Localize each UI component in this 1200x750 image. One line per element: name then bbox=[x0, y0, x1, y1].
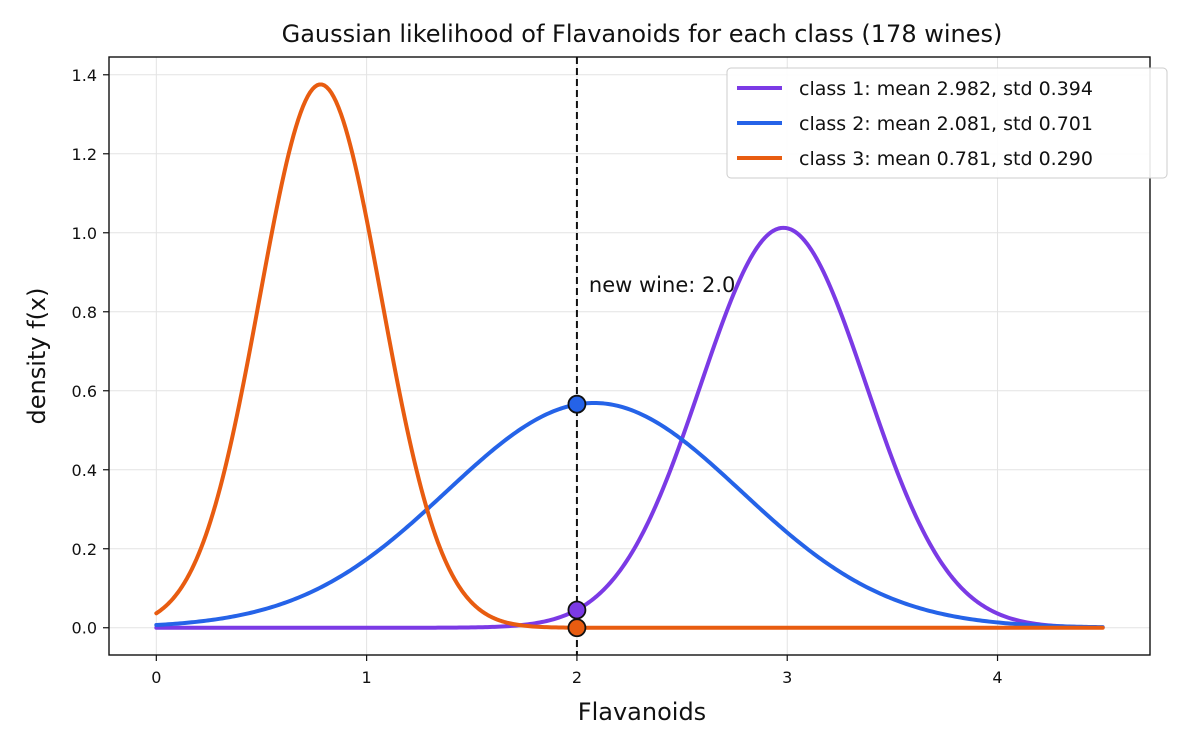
series-line-class-3 bbox=[154, 82, 1105, 630]
plot-frame bbox=[108, 56, 1151, 656]
y-tick-label: 1.0 bbox=[72, 224, 97, 243]
chart-title: Gaussian likelihood of Flavanoids for ea… bbox=[282, 20, 1003, 48]
plot-clip-group bbox=[154, 82, 1105, 630]
intersection-point-class-1 bbox=[567, 600, 587, 620]
legend-label-class-3: class 3: mean 0.781, std 0.290 bbox=[799, 148, 1093, 170]
axis-ticks: 0 1 2 3 4 0.0 0.2 0.4 0.6 0.8 1.0 1.2 1.4 bbox=[72, 66, 1003, 687]
legend-box bbox=[726, 67, 1168, 179]
intersection-point-class-2 bbox=[567, 394, 587, 414]
x-tick-label: 2 bbox=[572, 668, 582, 687]
series-line-class-1 bbox=[154, 225, 1105, 630]
curves bbox=[154, 82, 1105, 630]
x-tick-label: 1 bbox=[362, 668, 372, 687]
y-tick-label: 0.4 bbox=[72, 461, 97, 480]
x-tick-label: 0 bbox=[151, 668, 161, 687]
y-tick-label: 0.2 bbox=[72, 540, 97, 559]
y-tick-label: 0.6 bbox=[72, 382, 97, 401]
y-tick-label: 0.0 bbox=[72, 619, 97, 638]
intersection-point-class-3 bbox=[567, 618, 587, 638]
x-tick-label: 4 bbox=[992, 668, 1002, 687]
y-tick-label: 1.4 bbox=[72, 66, 97, 85]
legend: class 1: mean 2.982, std 0.394 class 2: m… bbox=[726, 67, 1168, 179]
new-wine-vline-group: new wine: 2.0 bbox=[575, 57, 735, 655]
series-line-class-2 bbox=[154, 400, 1105, 630]
y-tick-label: 1.2 bbox=[72, 145, 97, 164]
legend-label-class-2: class 2: mean 2.081, std 0.701 bbox=[799, 113, 1093, 135]
y-axis-label: density f(x) bbox=[23, 287, 51, 424]
y-tick-label: 0.8 bbox=[72, 303, 97, 322]
legend-label-class-1: class 1: mean 2.982, std 0.394 bbox=[799, 78, 1093, 100]
x-tick-label: 3 bbox=[782, 668, 792, 687]
intersection-points bbox=[567, 394, 587, 638]
new-wine-annotation: new wine: 2.0 bbox=[589, 273, 735, 297]
x-axis-label: Flavanoids bbox=[578, 698, 706, 726]
